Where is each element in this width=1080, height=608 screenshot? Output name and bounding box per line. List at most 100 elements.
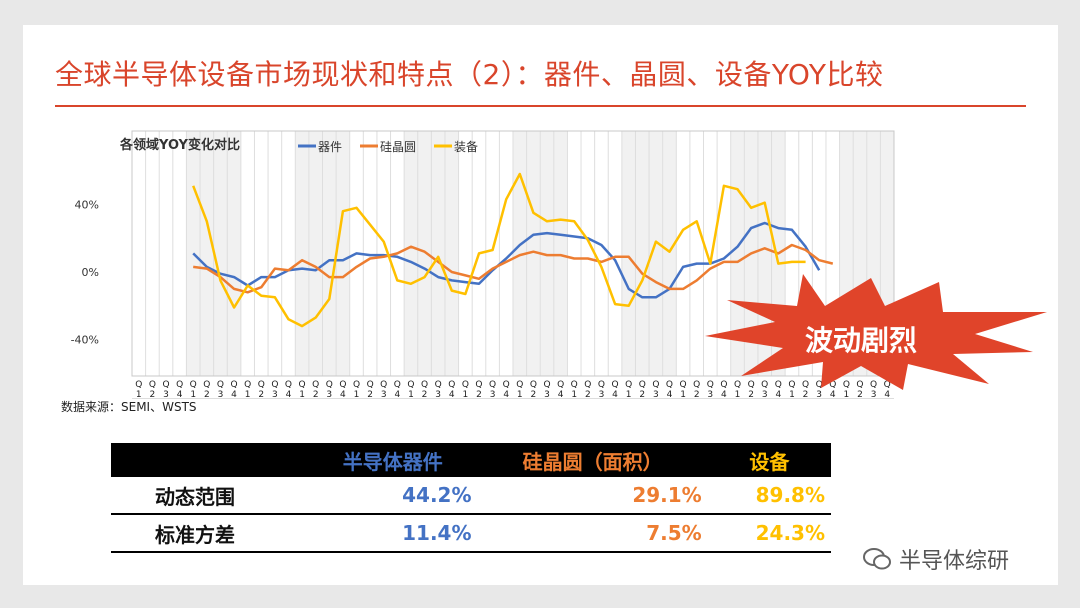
x-tick-q: Q	[734, 380, 741, 390]
x-tick-q: Q	[231, 380, 238, 390]
x-tick-quarter: 4	[884, 390, 890, 399]
x-tick-quarter: 1	[626, 390, 632, 399]
legend-label-wafer: 硅晶圆	[380, 140, 416, 154]
x-tick-q: Q	[693, 380, 700, 390]
x-tick-quarter: 1	[789, 390, 795, 399]
x-tick-q: Q	[285, 380, 292, 390]
stats-table: 半导体器件 硅晶圆（面积） 设备 动态范围 44.2% 29.1% 89.8% …	[111, 443, 831, 553]
x-tick-quarter: 1	[136, 390, 142, 399]
x-tick-q: Q	[666, 380, 673, 390]
x-tick-q: Q	[217, 380, 224, 390]
x-tick-q: Q	[149, 380, 156, 390]
x-tick-q: Q	[598, 380, 605, 390]
x-tick-q: Q	[475, 380, 482, 390]
series-lines	[192, 172, 834, 328]
x-tick-quarter: 1	[735, 390, 741, 399]
title-divider	[55, 105, 1026, 107]
x-tick-quarter: 4	[449, 390, 455, 399]
x-tick-q: Q	[788, 380, 795, 390]
chart-legend: 器件 硅晶圆 装备	[298, 140, 478, 154]
x-tick-q: Q	[462, 380, 469, 390]
data-source-note: 数据来源：SEMI、WSTS	[61, 400, 197, 414]
x-tick-q: Q	[884, 380, 891, 390]
x-tick-quarter: 1	[571, 390, 577, 399]
x-tick-quarter: 1	[463, 390, 469, 399]
x-tick-quarter: 4	[775, 390, 781, 399]
x-tick-quarter: 4	[231, 390, 237, 399]
x-tick-q: Q	[162, 380, 169, 390]
y-tick-label: 40%	[75, 198, 99, 211]
x-tick-q: Q	[421, 380, 428, 390]
x-tick-quarter: 3	[381, 390, 387, 399]
chart-title: 各领域YOY变化对比	[119, 137, 240, 153]
legend-label-equipment: 装备	[454, 140, 478, 154]
watermark-text: 半导体综研	[899, 549, 1010, 574]
y-axis: 40% 0% -40%	[71, 198, 99, 346]
x-tick-quarter: 3	[490, 390, 496, 399]
x-tick-q: Q	[353, 380, 360, 390]
burst-shape	[705, 274, 1047, 390]
table-row: 动态范围 44.2% 29.1% 89.8%	[111, 477, 831, 515]
x-tick-quarter: 2	[422, 390, 428, 399]
x-tick-quarter: 1	[844, 390, 850, 399]
x-tick-q: Q	[448, 380, 455, 390]
x-tick-q: Q	[244, 380, 251, 390]
x-tick-q: Q	[367, 380, 374, 390]
series-line-0	[192, 221, 821, 299]
x-tick-q: Q	[407, 380, 414, 390]
burst-polygon	[705, 274, 1047, 390]
plot-border	[131, 130, 895, 377]
x-tick-q: Q	[135, 380, 142, 390]
x-tick-quarter: 4	[286, 390, 292, 399]
x-tick-q: Q	[829, 380, 836, 390]
x-tick-q: Q	[557, 380, 564, 390]
x-tick-quarter: 3	[653, 390, 659, 399]
x-tick-quarter: 1	[408, 390, 414, 399]
x-tick-quarter: 3	[272, 390, 278, 399]
x-tick-q: Q	[312, 380, 319, 390]
table-header-row: 半导体器件 硅晶圆（面积） 设备	[111, 443, 831, 477]
x-tick-q: Q	[625, 380, 632, 390]
x-tick-quarter: 3	[707, 390, 713, 399]
x-tick-q: Q	[299, 380, 306, 390]
table-header-devices: 半导体器件	[307, 443, 478, 477]
x-tick-quarter: 2	[639, 390, 645, 399]
x-tick-q: Q	[639, 380, 646, 390]
x-tick-q: Q	[775, 380, 782, 390]
x-axis: Q1Q2Q3Q4Q1Q2Q3Q4Q1Q2Q3Q4Q1Q2Q3Q4Q1Q2Q3Q4…	[132, 378, 894, 399]
x-tick-q: Q	[802, 380, 809, 390]
x-tick-quarter: 3	[435, 390, 441, 399]
x-tick-quarter: 3	[163, 390, 169, 399]
x-tick-q: Q	[870, 380, 877, 390]
x-tick-quarter: 2	[531, 390, 537, 399]
x-tick-quarter: 3	[871, 390, 877, 399]
x-tick-quarter: 3	[816, 390, 822, 399]
x-tick-quarter: 1	[190, 390, 196, 399]
x-tick-q: Q	[652, 380, 659, 390]
x-tick-q: Q	[612, 380, 619, 390]
x-tick-q: Q	[530, 380, 537, 390]
x-tick-quarter: 1	[517, 390, 523, 399]
wechat-icon	[863, 548, 891, 570]
burst-label: 波动剧烈	[805, 324, 918, 357]
x-tick-q: Q	[380, 380, 387, 390]
x-tick-q: Q	[680, 380, 687, 390]
x-tick-quarter: 2	[585, 390, 591, 399]
x-tick-quarter: 3	[762, 390, 768, 399]
cell-equipment-range: 89.8%	[707, 477, 831, 515]
x-tick-q: Q	[707, 380, 714, 390]
series-line-2	[192, 172, 806, 328]
x-tick-quarter: 4	[667, 390, 673, 399]
x-tick-q: Q	[843, 380, 850, 390]
y-tick-label: 0%	[82, 266, 99, 279]
x-tick-quarter: 4	[830, 390, 836, 399]
x-tick-quarter: 2	[313, 390, 319, 399]
x-tick-q: Q	[326, 380, 333, 390]
row-label-std-dev: 标准方差	[111, 514, 308, 553]
x-tick-q: Q	[761, 380, 768, 390]
x-tick-q: Q	[503, 380, 510, 390]
x-tick-quarter: 4	[340, 390, 346, 399]
x-tick-quarter: 1	[299, 390, 305, 399]
x-tick-q: Q	[543, 380, 550, 390]
x-tick-quarter: 4	[558, 390, 564, 399]
